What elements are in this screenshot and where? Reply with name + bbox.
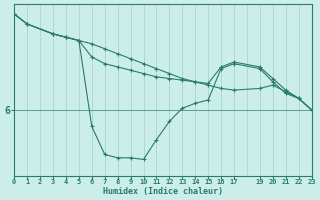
X-axis label: Humidex (Indice chaleur): Humidex (Indice chaleur) bbox=[103, 187, 223, 196]
